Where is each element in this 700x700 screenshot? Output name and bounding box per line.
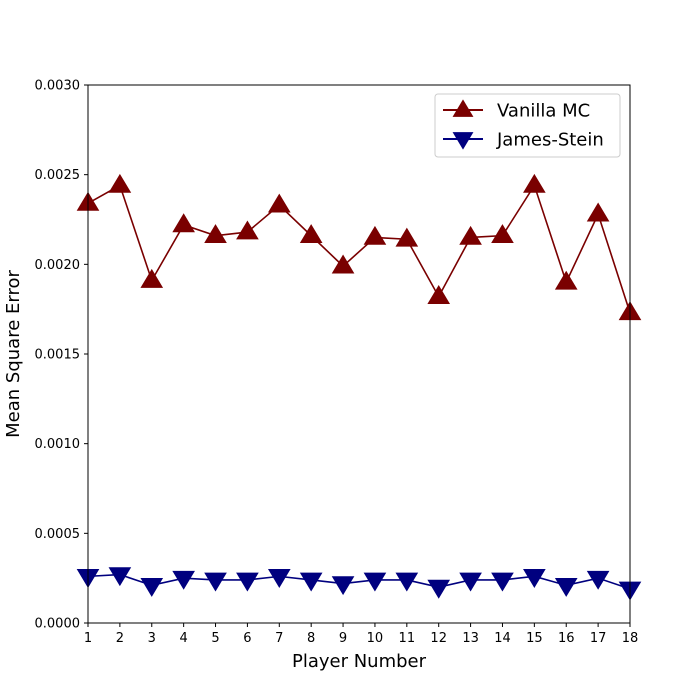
x-tick-label: 15 xyxy=(526,631,543,646)
data-point-james-stein xyxy=(459,572,482,592)
x-tick-label: 9 xyxy=(339,631,347,646)
y-tick-label: 0.0030 xyxy=(35,79,81,94)
legend-marker-james-stein xyxy=(452,132,474,150)
data-point-james-stein xyxy=(427,579,451,599)
y-axis-label: Mean Square Error xyxy=(3,270,24,438)
data-point-james-stein xyxy=(491,572,514,592)
x-tick-label: 13 xyxy=(462,631,479,646)
series-layer xyxy=(76,173,642,601)
y-tick-label: 0.0020 xyxy=(35,258,81,273)
data-point-james-stein xyxy=(172,570,195,590)
y-tick-label: 0.0005 xyxy=(35,527,81,542)
y-tick-label: 0.0010 xyxy=(35,437,81,452)
data-point-vanilla-mc xyxy=(523,173,546,193)
data-point-vanilla-mc xyxy=(140,268,164,288)
x-tick-label: 10 xyxy=(367,631,384,646)
data-point-james-stein xyxy=(140,578,164,597)
data-point-vanilla-mc xyxy=(395,227,419,247)
data-point-vanilla-mc xyxy=(363,225,387,245)
data-point-vanilla-mc xyxy=(299,224,323,243)
y-tick-label: 0.0025 xyxy=(35,168,81,183)
x-tick-label: 5 xyxy=(211,631,219,646)
x-tick-label: 18 xyxy=(622,631,639,646)
data-point-vanilla-mc xyxy=(586,202,610,222)
legend-entry-vanilla-mc: Vanilla MC xyxy=(497,101,590,122)
data-point-james-stein xyxy=(331,576,355,596)
ticks-layer: 1 2 3 4 5 6 7 8 9 10 11 12 13 14 15 16 17 180.00000.00050… xyxy=(35,79,639,647)
data-point-james-stein xyxy=(554,578,578,597)
data-point-vanilla-mc xyxy=(491,224,514,243)
x-tick-label: 2 xyxy=(116,631,124,646)
data-point-vanilla-mc xyxy=(108,173,132,193)
legend-marker-vanilla-mc xyxy=(452,99,474,117)
data-point-vanilla-mc xyxy=(427,285,451,304)
x-tick-label: 3 xyxy=(148,631,156,646)
data-point-vanilla-mc xyxy=(331,254,355,274)
series-line-vanilla-mc xyxy=(87,183,631,313)
data-point-james-stein xyxy=(523,569,546,588)
x-tick-label: 16 xyxy=(558,631,575,646)
data-point-vanilla-mc xyxy=(267,193,291,213)
x-tick-label: 17 xyxy=(590,631,607,646)
data-point-james-stein xyxy=(204,572,227,592)
y-tick-label: 0.0000 xyxy=(35,617,81,632)
data-point-james-stein xyxy=(363,572,387,592)
legend-entry-james-stein: James-Stein xyxy=(496,130,604,151)
legend: Vanilla MC James-Stein xyxy=(434,93,621,158)
data-point-james-stein xyxy=(108,567,132,587)
data-point-james-stein xyxy=(395,572,419,592)
x-tick-label: 6 xyxy=(243,631,251,646)
x-tick-label: 14 xyxy=(494,631,511,646)
data-point-vanilla-mc xyxy=(459,225,482,245)
data-point-vanilla-mc xyxy=(204,224,227,243)
data-point-james-stein xyxy=(267,569,291,588)
data-point-james-stein xyxy=(236,572,259,592)
x-tick-label: 7 xyxy=(275,631,283,646)
x-tick-label: 1 xyxy=(84,631,92,646)
data-point-james-stein xyxy=(586,570,610,590)
data-point-vanilla-mc xyxy=(236,220,259,240)
data-point-vanilla-mc xyxy=(172,213,195,233)
x-tick-label: 12 xyxy=(430,631,447,646)
x-tick-label: 11 xyxy=(399,631,416,646)
x-tick-label: 8 xyxy=(307,631,315,646)
y-tick-label: 0.0015 xyxy=(35,348,81,363)
data-point-james-stein xyxy=(299,572,323,592)
data-point-vanilla-mc xyxy=(554,270,578,290)
x-axis-label: Player Number xyxy=(292,651,427,672)
x-tick-label: 4 xyxy=(180,631,188,646)
